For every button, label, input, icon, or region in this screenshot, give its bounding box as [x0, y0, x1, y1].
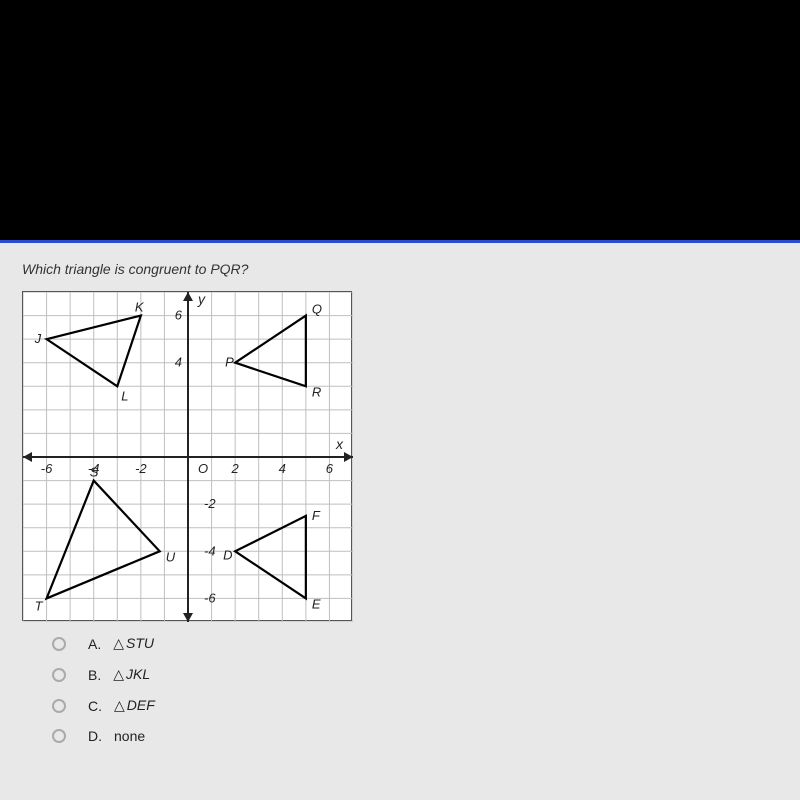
question-card: Which triangle is congruent to PQR? -6 -4…	[0, 240, 800, 800]
svg-text:4: 4	[279, 461, 286, 476]
svg-text:E: E	[312, 596, 321, 611]
svg-text:S: S	[90, 465, 99, 480]
option-letter: C.	[88, 698, 102, 714]
black-topbar	[0, 0, 800, 240]
svg-text:T: T	[35, 598, 44, 613]
svg-text:O: O	[198, 461, 208, 476]
svg-text:P: P	[225, 355, 234, 370]
option-letter: D.	[88, 728, 102, 744]
radio-icon[interactable]	[52, 637, 66, 651]
answer-option[interactable]: C. △DEF	[52, 697, 778, 714]
svg-text:6: 6	[326, 461, 334, 476]
radio-icon[interactable]	[52, 729, 66, 743]
svg-text:y: y	[197, 292, 206, 307]
svg-text:-2: -2	[204, 496, 216, 511]
radio-icon[interactable]	[52, 699, 66, 713]
answer-options: A. △STU B. △JKL C. △DEF D. none	[22, 635, 778, 744]
svg-text:D: D	[223, 547, 232, 562]
question-text: Which triangle is congruent to PQR?	[22, 261, 778, 277]
svg-text:R: R	[312, 384, 321, 399]
svg-text:L: L	[121, 388, 128, 403]
radio-icon[interactable]	[52, 668, 66, 682]
svg-text:Q: Q	[312, 302, 322, 317]
option-label: △DEF	[114, 697, 155, 714]
option-letter: B.	[88, 667, 101, 683]
svg-text:F: F	[312, 508, 321, 523]
svg-text:2: 2	[231, 461, 240, 476]
svg-text:-6: -6	[204, 590, 216, 605]
svg-text:6: 6	[175, 308, 183, 323]
option-label: △STU	[113, 635, 154, 652]
svg-text:U: U	[166, 549, 176, 564]
svg-text:-2: -2	[135, 461, 147, 476]
svg-text:4: 4	[175, 355, 182, 370]
answer-option[interactable]: B. △JKL	[52, 666, 778, 683]
coordinate-graph: -6-4-2246-6-4-246OxyPQRJKLSTUDEF	[22, 291, 352, 621]
svg-text:J: J	[34, 331, 42, 346]
svg-text:x: x	[335, 436, 344, 452]
answer-option[interactable]: A. △STU	[52, 635, 778, 652]
svg-text:-4: -4	[204, 543, 216, 558]
option-label: △JKL	[113, 666, 150, 683]
option-label: none	[114, 728, 145, 744]
answer-option[interactable]: D. none	[52, 728, 778, 744]
option-letter: A.	[88, 636, 101, 652]
graph-svg: -6-4-2246-6-4-246OxyPQRJKLSTUDEF	[23, 292, 353, 622]
svg-text:-6: -6	[41, 461, 53, 476]
svg-text:K: K	[135, 300, 145, 315]
